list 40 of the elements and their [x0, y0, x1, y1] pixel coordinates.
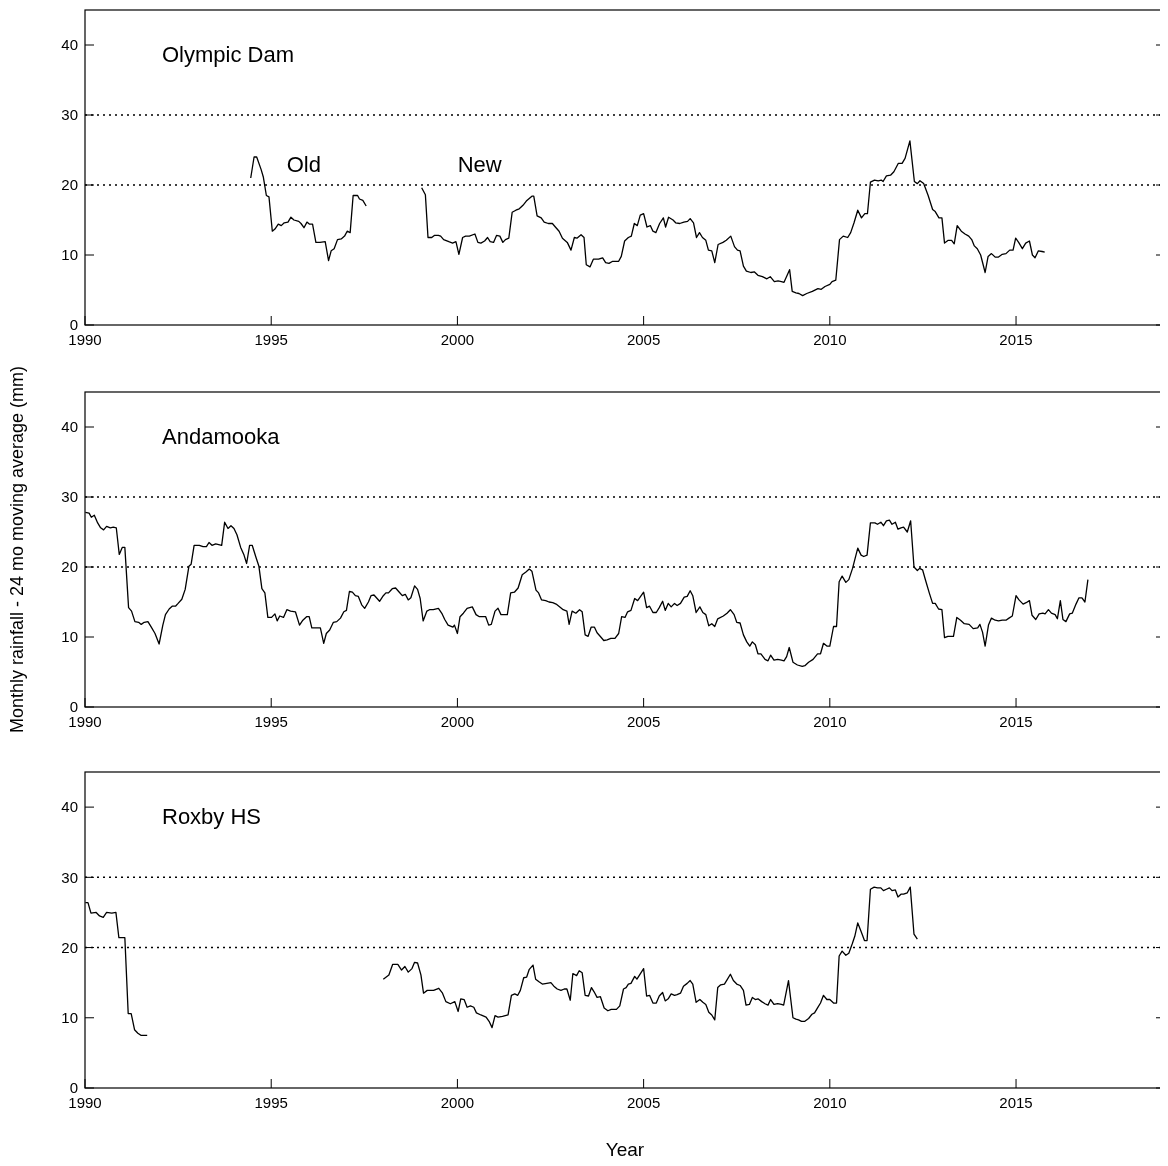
text: Olympic Dam — [162, 42, 295, 67]
y-tick-label: 10 — [61, 628, 78, 646]
y-tick-label: 30 — [61, 868, 78, 886]
x-axis-title: Year — [605, 1139, 645, 1160]
series-label: Old — [286, 152, 321, 177]
y-tick-label: 40 — [61, 418, 78, 436]
x-tick-label: 1990 — [68, 713, 102, 730]
y-tick-label: 0 — [69, 698, 78, 716]
series-label: New — [457, 152, 502, 177]
x-tick-label: 1995 — [254, 713, 288, 730]
x-tick-label: 1995 — [254, 1094, 288, 1111]
y-tick-label: 20 — [61, 558, 78, 576]
y-tick-label: 20 — [61, 176, 78, 194]
x-tick-label: 2015 — [999, 331, 1033, 348]
y-tick-label: 10 — [61, 246, 78, 264]
x-tick-label: 1990 — [68, 331, 102, 348]
x-tick-label: 2000 — [440, 1094, 475, 1111]
x-tick-label: 2005 — [626, 331, 661, 348]
y-tick-label: 20 — [61, 938, 78, 956]
y-tick-label: 40 — [61, 798, 78, 816]
x-tick-label: 2015 — [999, 1094, 1033, 1111]
x-tick-label: 2010 — [813, 331, 847, 348]
x-tick-label: 2005 — [626, 1094, 661, 1111]
x-tick-label: 2010 — [813, 713, 847, 730]
x-tick-label: 2005 — [626, 713, 661, 730]
x-tick-label: 1990 — [68, 1094, 102, 1111]
x-tick-label: 2000 — [440, 331, 475, 348]
y-tick-label: 0 — [69, 316, 78, 334]
x-tick-label: 1995 — [254, 331, 288, 348]
y-tick-label: 10 — [61, 1009, 78, 1027]
y-tick-label: 30 — [61, 488, 78, 506]
x-tick-label: 2010 — [813, 1094, 847, 1111]
text: Andamooka — [162, 424, 281, 449]
y-axis-title: Monthly rainfall - 24 mo moving average (mm) — [7, 365, 27, 734]
y-tick-label: 30 — [61, 106, 78, 124]
x-tick-label: 2015 — [999, 713, 1033, 730]
text: Roxby HS — [162, 804, 262, 829]
x-tick-label: 2000 — [440, 713, 475, 730]
y-tick-label: 40 — [61, 36, 78, 54]
y-tick-label: 0 — [69, 1079, 78, 1097]
